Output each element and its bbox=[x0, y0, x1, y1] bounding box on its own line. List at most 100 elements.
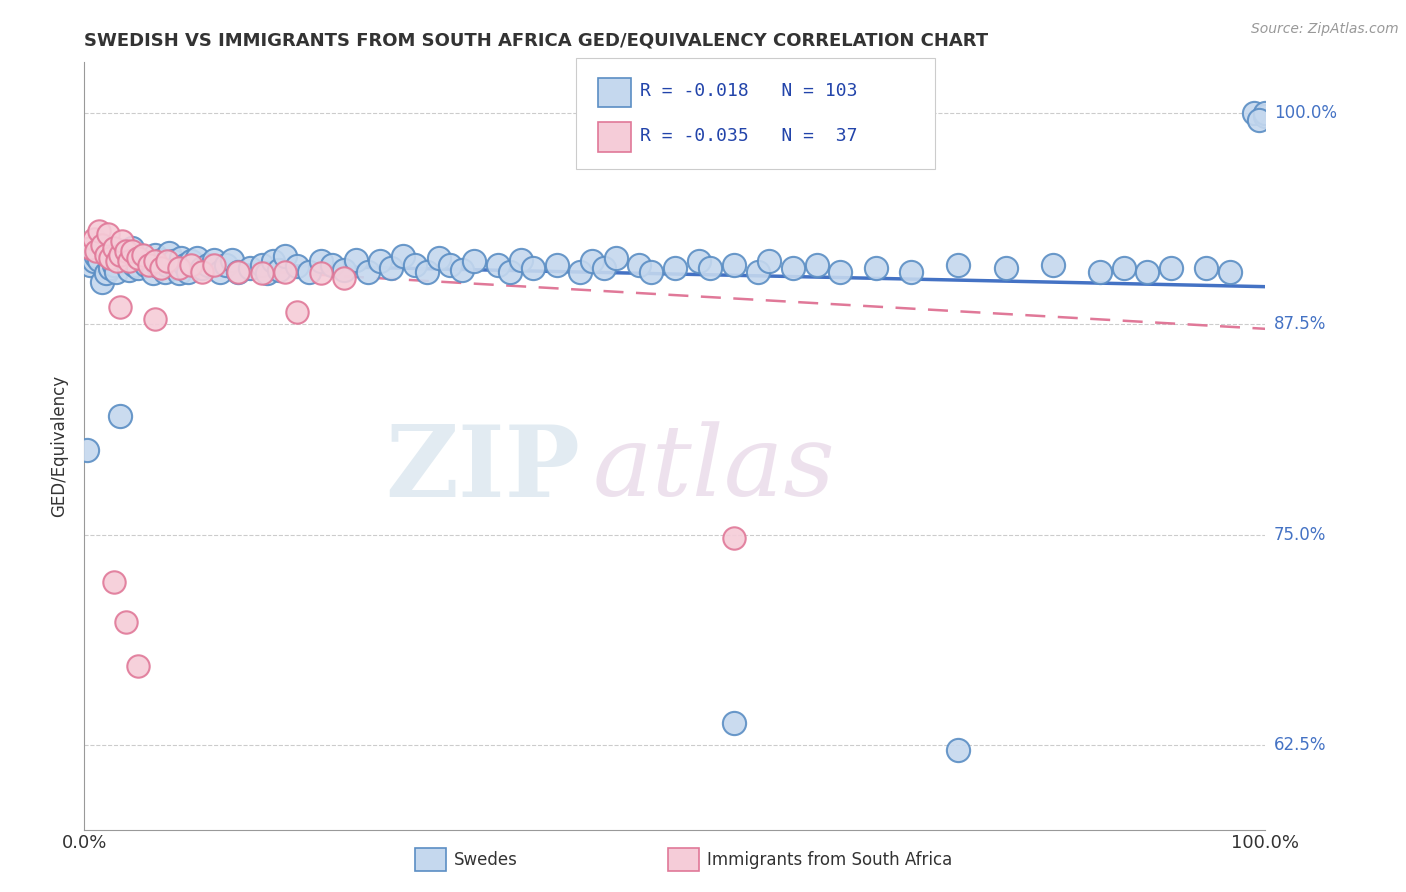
Point bbox=[127, 659, 149, 673]
Point bbox=[129, 252, 152, 267]
Point bbox=[285, 260, 308, 274]
Y-axis label: GED/Equivalency: GED/Equivalency bbox=[51, 375, 69, 517]
Point bbox=[103, 258, 125, 272]
Point bbox=[108, 409, 131, 424]
Point bbox=[1160, 261, 1182, 276]
Point bbox=[114, 244, 136, 259]
Point bbox=[91, 237, 114, 252]
Point bbox=[94, 247, 117, 261]
Point bbox=[344, 252, 367, 267]
Point bbox=[368, 254, 391, 268]
Point bbox=[226, 264, 249, 278]
Point bbox=[262, 254, 284, 268]
Point bbox=[121, 244, 143, 259]
Point bbox=[948, 743, 970, 757]
Point bbox=[143, 254, 166, 268]
Point bbox=[510, 252, 533, 267]
Point bbox=[569, 264, 592, 278]
Point bbox=[197, 258, 219, 272]
Point bbox=[699, 261, 721, 276]
Point bbox=[79, 258, 101, 272]
Point bbox=[250, 266, 273, 280]
Point bbox=[173, 258, 195, 272]
Point bbox=[108, 249, 131, 263]
Text: Swedes: Swedes bbox=[454, 851, 517, 869]
Point bbox=[250, 258, 273, 272]
Text: Immigrants from South Africa: Immigrants from South Africa bbox=[707, 851, 952, 869]
Point bbox=[1243, 106, 1265, 120]
Point bbox=[84, 249, 107, 263]
Point bbox=[191, 261, 214, 276]
Point bbox=[166, 261, 188, 276]
Text: 87.5%: 87.5% bbox=[1274, 315, 1326, 333]
Text: SWEDISH VS IMMIGRANTS FROM SOUTH AFRICA GED/EQUIVALENCY CORRELATION CHART: SWEDISH VS IMMIGRANTS FROM SOUTH AFRICA … bbox=[84, 32, 988, 50]
Point bbox=[87, 252, 110, 267]
Point bbox=[581, 254, 603, 268]
Point bbox=[202, 252, 225, 267]
Point bbox=[186, 251, 208, 265]
Point bbox=[180, 258, 202, 272]
Point bbox=[1042, 258, 1064, 272]
Point bbox=[105, 264, 128, 278]
Point bbox=[76, 443, 98, 458]
Point bbox=[162, 254, 184, 268]
Point bbox=[191, 264, 214, 278]
Point bbox=[209, 264, 232, 278]
Point bbox=[269, 262, 291, 277]
Point bbox=[1249, 112, 1271, 127]
Point bbox=[143, 311, 166, 326]
Point bbox=[628, 258, 651, 272]
Point bbox=[103, 241, 125, 255]
Point bbox=[180, 254, 202, 268]
Point bbox=[333, 262, 356, 277]
Point bbox=[239, 261, 262, 276]
Point bbox=[688, 254, 710, 268]
Point bbox=[135, 258, 157, 272]
Point bbox=[309, 254, 332, 268]
Point bbox=[309, 266, 332, 280]
Point bbox=[108, 247, 131, 261]
Point bbox=[806, 258, 828, 272]
Point bbox=[830, 264, 852, 278]
Point bbox=[463, 254, 485, 268]
Point bbox=[167, 261, 190, 276]
Point bbox=[215, 258, 238, 272]
Point bbox=[138, 258, 160, 272]
Point bbox=[122, 258, 145, 272]
Text: R = -0.018   N = 103: R = -0.018 N = 103 bbox=[640, 82, 858, 100]
Point bbox=[498, 264, 520, 278]
Point bbox=[1112, 261, 1135, 276]
Point bbox=[221, 252, 243, 267]
Point bbox=[285, 305, 308, 319]
Point bbox=[427, 251, 450, 265]
Point bbox=[97, 241, 120, 255]
Point bbox=[758, 254, 780, 268]
Point bbox=[150, 252, 173, 267]
Point bbox=[111, 244, 134, 259]
Point bbox=[143, 247, 166, 261]
Point bbox=[486, 258, 509, 272]
Point bbox=[103, 574, 125, 589]
Point bbox=[298, 264, 321, 278]
Point bbox=[83, 232, 105, 246]
Text: atlas: atlas bbox=[592, 421, 835, 516]
Point bbox=[107, 254, 129, 268]
Point bbox=[111, 234, 134, 248]
Point bbox=[723, 531, 745, 545]
Point bbox=[640, 264, 662, 278]
Point bbox=[83, 254, 105, 268]
Point bbox=[664, 261, 686, 276]
Point bbox=[138, 254, 160, 268]
Point bbox=[723, 258, 745, 272]
Point bbox=[146, 260, 169, 274]
Point bbox=[948, 258, 970, 272]
Point bbox=[98, 261, 121, 276]
Point bbox=[114, 615, 136, 630]
Point bbox=[127, 261, 149, 276]
Point bbox=[994, 261, 1017, 276]
Point bbox=[84, 244, 107, 259]
Point bbox=[127, 251, 149, 265]
Point bbox=[747, 264, 769, 278]
Point bbox=[1254, 109, 1277, 123]
Point bbox=[170, 251, 193, 265]
